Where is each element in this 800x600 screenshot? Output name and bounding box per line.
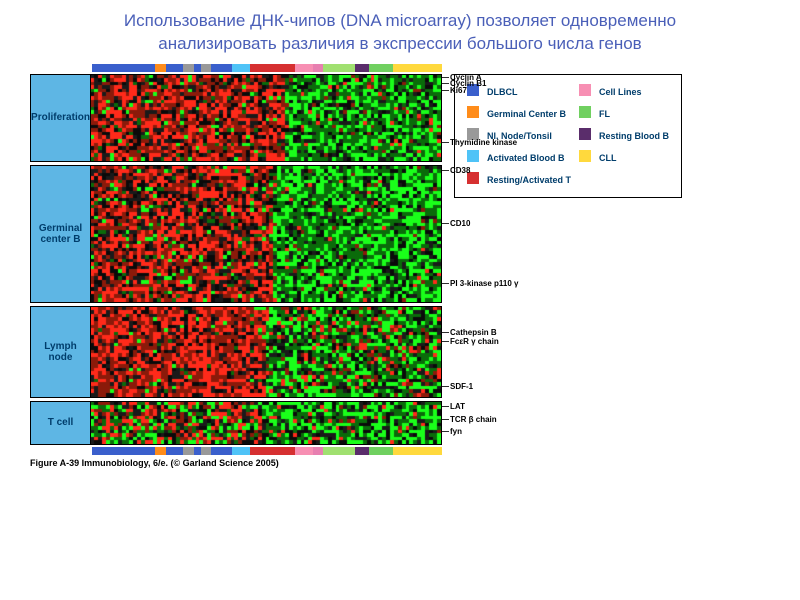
legend-label: Activated Blood B xyxy=(483,147,575,169)
microarray-figure: ProliferationCyclin ACyclin B1Ki67Thymid… xyxy=(30,64,442,468)
sample-segment xyxy=(194,64,201,72)
legend-swatch xyxy=(579,106,591,118)
sample-segment xyxy=(183,447,194,455)
legend-table: DLBCLCell LinesGerminal Center BFLNl. No… xyxy=(463,81,673,191)
sample-segment xyxy=(355,447,369,455)
legend-swatch xyxy=(467,150,479,162)
heatmap-canvas xyxy=(91,307,441,397)
legend-label: Cell Lines xyxy=(595,81,673,103)
legend-swatch xyxy=(467,106,479,118)
gene-label: CD38 xyxy=(441,166,470,175)
sample-segment xyxy=(155,64,166,72)
sample-segment xyxy=(194,447,201,455)
heatmap-panel: T cellLATTCR β chainfyn xyxy=(30,401,442,445)
sample-segment xyxy=(393,447,442,455)
sample-segment xyxy=(250,64,296,72)
sample-segment xyxy=(232,447,250,455)
gene-label: PI 3-kinase p110 γ xyxy=(441,279,519,288)
legend-label: Germinal Center B xyxy=(483,103,575,125)
title-line-1: Использование ДНК-чипов (DNA microarray)… xyxy=(30,10,770,33)
sample-segment xyxy=(211,64,232,72)
legend-swatch xyxy=(579,150,591,162)
sample-segment xyxy=(250,447,296,455)
legend-label: Resting/Activated T xyxy=(483,169,575,191)
panel-label: Germinal center B xyxy=(31,166,91,302)
sample-segment xyxy=(355,64,369,72)
heatmap-panel: Germinal center BCD38CD10PI 3-kinase p11… xyxy=(30,165,442,303)
sample-segment xyxy=(92,64,155,72)
heatmap-canvas-wrap xyxy=(91,307,441,397)
sample-segment xyxy=(92,447,155,455)
sample-segment xyxy=(313,447,324,455)
sample-segment xyxy=(295,64,313,72)
heatmap-canvas xyxy=(91,166,441,302)
legend-row: DLBCL Cell Lines xyxy=(463,81,673,103)
page-title: Использование ДНК-чипов (DNA microarray)… xyxy=(0,0,800,64)
gene-label: SDF-1 xyxy=(441,382,473,391)
sample-segment xyxy=(232,64,250,72)
legend-row: Resting/Activated T xyxy=(463,169,673,191)
legend-box: DLBCLCell LinesGerminal Center BFLNl. No… xyxy=(454,74,682,198)
sample-segment xyxy=(155,447,166,455)
legend-label: Resting Blood B xyxy=(595,125,673,147)
sample-bar-top xyxy=(92,64,442,72)
sample-segment xyxy=(369,447,394,455)
heatmap-canvas-wrap xyxy=(91,166,441,302)
sample-segment xyxy=(323,64,355,72)
heatmap-panels: ProliferationCyclin ACyclin B1Ki67Thymid… xyxy=(30,74,442,445)
legend-swatch xyxy=(579,128,591,140)
panel-label: T cell xyxy=(31,402,91,444)
gene-label: TCR β chain xyxy=(441,415,497,424)
sample-segment xyxy=(313,64,324,72)
legend-swatch xyxy=(579,84,591,96)
sample-segment xyxy=(201,64,212,72)
heatmap-canvas xyxy=(91,75,441,161)
legend-label: FL xyxy=(595,103,673,125)
gene-label: LAT xyxy=(441,402,465,411)
sample-segment xyxy=(323,447,355,455)
panel-label: Lymph node xyxy=(31,307,91,397)
sample-segment xyxy=(166,447,184,455)
legend-label: CLL xyxy=(595,147,673,169)
sample-segment xyxy=(369,64,394,72)
title-line-2: анализировать различия в экспрессии боль… xyxy=(30,33,770,56)
gene-label: CD10 xyxy=(441,219,470,228)
legend-row: Activated Blood B CLL xyxy=(463,147,673,169)
gene-label: FcεR γ chain xyxy=(441,337,499,346)
gene-label: Ki67 xyxy=(441,86,467,95)
sample-segment xyxy=(201,447,212,455)
sample-segment xyxy=(166,64,184,72)
heatmap-canvas-wrap xyxy=(91,75,441,161)
gene-label: Thymidine kinase xyxy=(441,138,517,147)
heatmap-canvas-wrap xyxy=(91,402,441,444)
panel-label: Proliferation xyxy=(31,75,91,161)
legend-label: DLBCL xyxy=(483,81,575,103)
heatmap-panel: Lymph nodeCathepsin BFcεR γ chainSDF-1 xyxy=(30,306,442,398)
sample-segment xyxy=(295,447,313,455)
figure-caption: Figure A-39 Immunobiology, 6/e. (© Garla… xyxy=(30,458,442,468)
heatmap-panel: ProliferationCyclin ACyclin B1Ki67Thymid… xyxy=(30,74,442,162)
content-row: ProliferationCyclin ACyclin B1Ki67Thymid… xyxy=(0,64,800,468)
sample-bar-bottom xyxy=(92,447,442,455)
gene-label: fyn xyxy=(441,427,462,436)
legend-row: Germinal Center B FL xyxy=(463,103,673,125)
gene-label: Cathepsin B xyxy=(441,328,497,337)
sample-segment xyxy=(393,64,442,72)
sample-segment xyxy=(183,64,194,72)
sample-segment xyxy=(211,447,232,455)
heatmap-canvas xyxy=(91,402,441,444)
